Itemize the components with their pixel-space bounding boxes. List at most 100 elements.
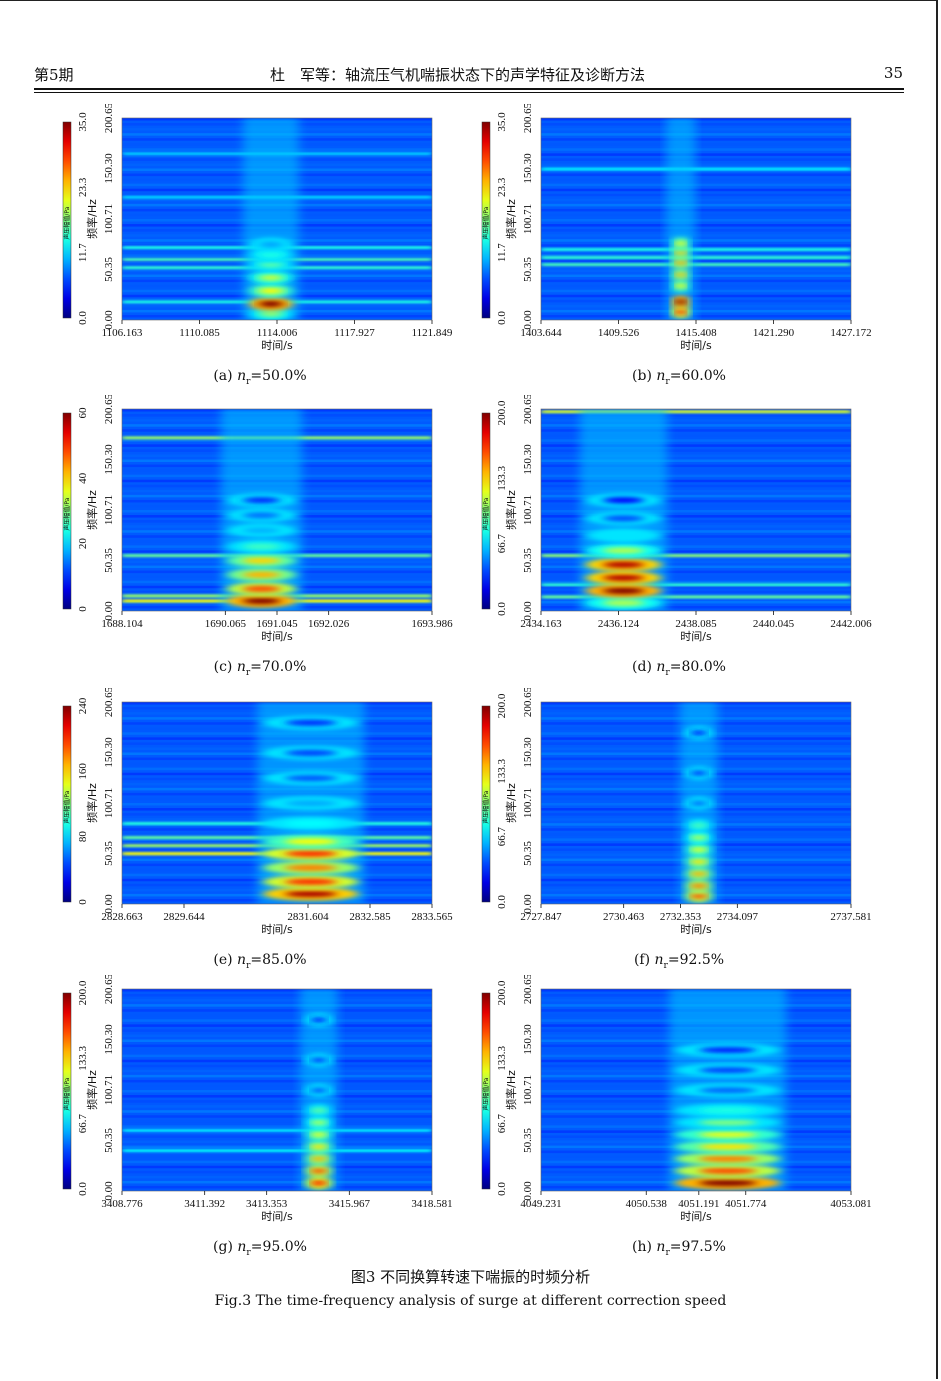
colorbar-label: 声压幅值/Pa	[482, 206, 490, 239]
x-tick-label: 4051.774	[725, 1198, 767, 1210]
y-tick-label: 0.00	[522, 601, 534, 621]
colorbar-label: 声压幅值/Pa	[63, 206, 71, 239]
spectrogram-image	[541, 989, 851, 1191]
y-tick-label: 100.71	[522, 204, 534, 234]
colorbar-tick-label: 133.3	[77, 1045, 89, 1070]
burst-band-core	[698, 1155, 757, 1162]
x-tick-label: 2833.565	[411, 911, 453, 923]
colorbar-label: 声压幅值/Pa	[63, 497, 71, 530]
y-tick-label: 150.30	[103, 1024, 115, 1055]
y-tick-label: 50.35	[522, 1128, 534, 1153]
x-tick-label: 3418.581	[411, 1198, 452, 1210]
x-tick-label: 1110.085	[179, 327, 220, 339]
colorbar-tick-label: 240	[77, 697, 89, 714]
spectrogram-image	[541, 118, 851, 320]
y-tick-label: 50.35	[103, 841, 115, 866]
colorbar-tick-label: 200.0	[496, 693, 508, 718]
y-axis-label: 频率/Hz	[504, 783, 518, 823]
spectrogram-svg: 声压幅值/Pa 0.0 66.7 133.3 200.0 0.00 50.35 100.71 1…	[481, 975, 872, 1223]
y-tick-label: 50.35	[103, 257, 115, 282]
x-axis-label: 时间/s	[261, 339, 293, 352]
y-axis-label: 频率/Hz	[85, 199, 99, 239]
burst-band-core	[691, 846, 706, 853]
colorbar	[481, 992, 491, 1190]
colorbar-label: 声压幅值/Pa	[482, 790, 490, 823]
burst-band-core	[242, 571, 281, 578]
x-tick-label: 2440.045	[753, 618, 795, 630]
burst-band-core	[311, 1087, 326, 1094]
subcaption-h: (h) nr=97.5%	[632, 1239, 726, 1258]
burst-band-core	[311, 1107, 326, 1114]
burst-band-core	[284, 820, 337, 827]
y-axis-label: 频率/Hz	[85, 1070, 99, 1110]
spectrogram-svg: 声压幅值/Pa 0.0 66.7 133.3 200.0 0.00 50.35 100.71 1…	[62, 975, 453, 1223]
burst-band-core	[676, 298, 686, 306]
x-axis-label: 时间/s	[680, 923, 712, 936]
spectrogram-image	[541, 409, 851, 611]
y-axis-label: 频率/Hz	[85, 783, 99, 823]
y-tick-label: 150.30	[522, 1024, 534, 1055]
y-tick-label: 100.71	[522, 1075, 534, 1105]
burst-band-core	[311, 1056, 326, 1064]
burst-band-core	[602, 599, 645, 607]
subcaption-label: (g)	[213, 1239, 233, 1255]
colorbar-tick-label: 0.0	[496, 311, 508, 325]
burst-band-core	[284, 838, 337, 845]
burst-band-core	[258, 300, 283, 308]
y-tick-label: 50.35	[522, 841, 534, 866]
burst-band-core	[311, 1155, 326, 1162]
y-tick-label: 150.30	[103, 153, 115, 184]
subcaption-label: (a)	[213, 368, 233, 384]
y-tick-label: 0.00	[103, 894, 115, 914]
subcaption-a: (a) nr=50.0%	[213, 368, 307, 387]
y-tick-label: 200.65	[522, 395, 534, 424]
colorbar-tick-label: 200.0	[77, 980, 89, 1005]
burst-band-core	[698, 1167, 757, 1175]
burst-band-core	[676, 308, 686, 316]
plot-frame	[540, 988, 852, 1192]
burst-band-core	[242, 597, 281, 605]
burst-band-core	[284, 878, 337, 886]
colorbar-tick-label: 66.7	[77, 1114, 89, 1134]
burst-band-core	[698, 1131, 757, 1138]
tone-line	[541, 410, 851, 414]
spectrogram-svg: 声压幅值/Pa 0.0 66.7 133.3 200.0 0.00 50.35 100.71 1…	[481, 688, 872, 936]
colorbar	[481, 121, 491, 319]
colorbar-label: 声压幅值/Pa	[63, 1077, 71, 1110]
y-tick-label: 0.00	[103, 601, 115, 621]
burst-band-core	[284, 890, 337, 898]
x-tick-label: 4051.191	[678, 1198, 719, 1210]
x-tick-label: 4050.538	[626, 1198, 668, 1210]
colorbar	[481, 705, 491, 903]
spectrogram-panel-f: 声压幅值/Pa 0.0 66.7 133.3 200.0 0.00 50.35 100.71 1…	[474, 688, 894, 978]
x-tick-label: 3408.776	[101, 1198, 143, 1210]
burst-band-core	[676, 240, 686, 247]
subcaption-label: (b)	[632, 368, 652, 384]
colorbar-tick-label: 60	[77, 407, 89, 419]
burst-band-core	[311, 1016, 326, 1024]
x-axis-label: 时间/s	[680, 630, 712, 643]
colorbar-tick-label: 11.7	[77, 243, 89, 262]
y-tick-label: 100.71	[522, 495, 534, 525]
burst-band-core	[311, 1131, 326, 1138]
x-axis-label: 时间/s	[680, 339, 712, 352]
subcaption-label: (h)	[632, 1239, 652, 1255]
y-tick-label: 50.35	[103, 1128, 115, 1153]
subcaption-value: =50.0%	[250, 368, 307, 384]
spectrogram-image	[541, 702, 851, 904]
x-tick-label: 1421.290	[753, 327, 795, 339]
y-axis-label: 频率/Hz	[504, 1070, 518, 1110]
burst-band-core	[284, 719, 337, 726]
burst-band-core	[698, 1143, 757, 1150]
burst-band-core	[242, 585, 281, 593]
burst-band-core	[698, 1119, 757, 1126]
x-tick-label: 2828.663	[101, 911, 143, 923]
spectrogram-panel-g: 声压幅值/Pa 0.0 66.7 133.3 200.0 0.00 50.35 100.71 1…	[55, 975, 475, 1265]
x-tick-label: 2829.644	[163, 911, 205, 923]
burst-band-core	[602, 515, 645, 522]
y-tick-label: 200.65	[522, 688, 534, 717]
burst-band-core	[698, 1066, 757, 1074]
tone-line	[541, 256, 851, 260]
burst-band-core	[602, 587, 645, 595]
burst-band-core	[284, 749, 337, 757]
